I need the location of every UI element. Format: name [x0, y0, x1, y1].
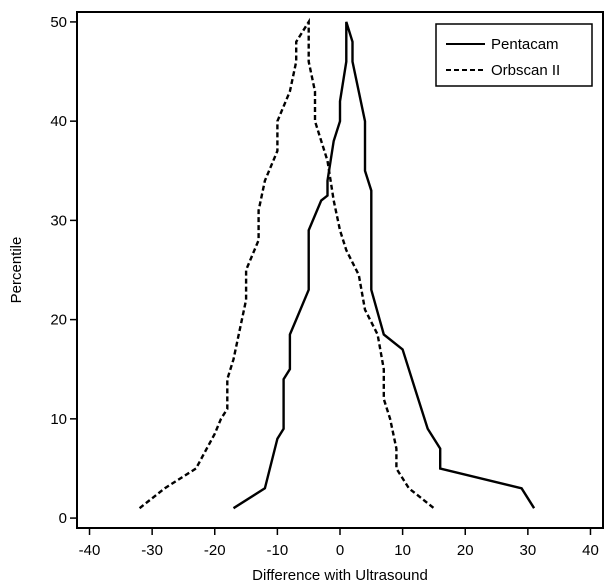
y-tick-label: 0 — [59, 510, 67, 527]
x-axis: -40 -30 -20 -10 0 10 20 30 40 — [79, 528, 599, 559]
x-tick-label: -40 — [79, 542, 101, 559]
x-tick-label: 0 — [336, 542, 344, 559]
x-tick-label: 10 — [394, 542, 411, 559]
y-tick-label: 20 — [50, 312, 67, 329]
x-tick-label: -20 — [204, 542, 226, 559]
y-tick-label: 50 — [50, 14, 67, 31]
series-line-orbscan-ii — [138, 17, 435, 510]
legend-label-pentacam: Pentacam — [491, 36, 559, 53]
x-tick-label: -30 — [141, 542, 163, 559]
legend: Pentacam Orbscan II — [435, 23, 593, 87]
y-tick-label: 30 — [50, 212, 67, 229]
plot-frame — [76, 11, 604, 529]
x-axis-label: Difference with Ultrasound — [252, 567, 428, 584]
series-line-pentacam — [232, 21, 536, 510]
x-tick-label: -10 — [267, 542, 289, 559]
y-axis-label: Percentile — [8, 237, 25, 304]
x-tick-label: 30 — [520, 542, 537, 559]
legend-label-orbscan: Orbscan II — [491, 62, 560, 79]
y-axis: 0 10 20 30 40 50 — [50, 14, 77, 527]
y-tick-label: 40 — [50, 113, 67, 130]
legend-box — [435, 23, 593, 87]
x-tick-label: 40 — [582, 542, 599, 559]
y-tick-label: 10 — [50, 411, 67, 428]
series-layer — [138, 17, 536, 510]
x-tick-label: 20 — [457, 542, 474, 559]
